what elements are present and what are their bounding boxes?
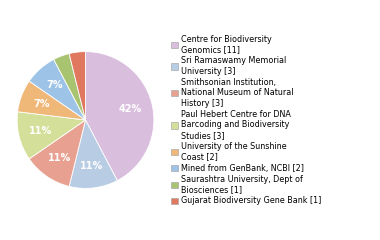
Text: 42%: 42% xyxy=(119,104,142,114)
Wedge shape xyxy=(29,120,86,186)
Text: 11%: 11% xyxy=(48,153,71,163)
Text: 11%: 11% xyxy=(79,161,103,171)
Legend: Centre for Biodiversity
Genomics [11], Sri Ramaswamy Memorial
University [3], Sm: Centre for Biodiversity Genomics [11], S… xyxy=(171,35,321,205)
Wedge shape xyxy=(17,112,85,159)
Wedge shape xyxy=(86,52,154,180)
Wedge shape xyxy=(17,81,86,120)
Text: 7%: 7% xyxy=(46,80,63,90)
Wedge shape xyxy=(69,120,117,188)
Wedge shape xyxy=(54,54,86,120)
Text: 7%: 7% xyxy=(34,98,50,108)
Wedge shape xyxy=(29,60,86,120)
Wedge shape xyxy=(69,52,86,120)
Text: 11%: 11% xyxy=(29,126,52,136)
